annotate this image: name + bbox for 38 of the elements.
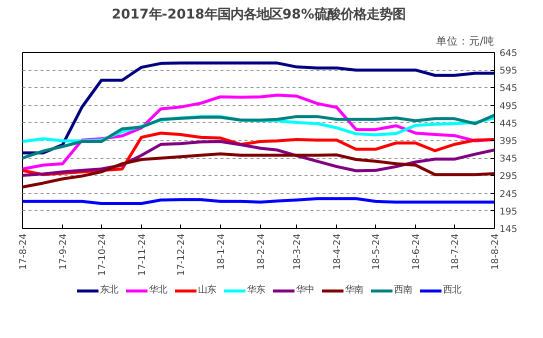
y-tick-label: 395 bbox=[500, 136, 518, 147]
text: 单位：元/吨 bbox=[436, 34, 495, 48]
line-series bbox=[22, 140, 494, 177]
y-tick-label: 345 bbox=[500, 154, 518, 165]
line-series bbox=[22, 62, 494, 154]
x-tick-label: 18-5-24 bbox=[371, 233, 382, 270]
legend-label: 华东 bbox=[247, 284, 266, 296]
x-tick-label: 18-3-24 bbox=[292, 233, 304, 270]
x-tick-label: 18-6-24 bbox=[411, 233, 422, 270]
x-tick-label: 17-12-24 bbox=[176, 233, 187, 276]
y-tick-label: 595 bbox=[500, 66, 518, 77]
legend-label: 西北 bbox=[443, 284, 462, 296]
x-tick-label: 18-1-24 bbox=[216, 233, 227, 270]
y-tick-label: 145 bbox=[500, 224, 518, 235]
x-tick-label: 17-8-24 bbox=[18, 233, 29, 270]
y-tick-label: 645 bbox=[500, 48, 518, 59]
chart-title: 2017年-2018年国内各地区98%硫酸价格走势图 bbox=[112, 6, 406, 22]
x-tick-label: 17-10-24 bbox=[96, 233, 108, 276]
y-tick-label: 445 bbox=[500, 118, 518, 130]
x-tick-label: 17-11-24 bbox=[136, 233, 148, 276]
y-tick-label: 295 bbox=[500, 171, 518, 182]
y-tick-label: 245 bbox=[500, 188, 518, 200]
line-series bbox=[22, 114, 494, 160]
legend-label: 西南 bbox=[394, 284, 414, 296]
legend-label: 山东 bbox=[198, 284, 217, 296]
legend-label: 华南 bbox=[345, 284, 364, 296]
y-tick-label: 545 bbox=[500, 83, 518, 94]
legend-label: 华北 bbox=[149, 284, 168, 296]
x-tick-label: 18-4-24 bbox=[332, 233, 344, 270]
legend-label: 东北 bbox=[100, 284, 120, 296]
legend-label: 华中 bbox=[296, 284, 315, 296]
line-series bbox=[22, 152, 494, 188]
y-tick-label: 495 bbox=[500, 100, 518, 112]
x-tick-label: 18-2-24 bbox=[256, 233, 267, 270]
x-tick-label: 18-8-24 bbox=[490, 233, 501, 270]
x-tick-label: 18-7-24 bbox=[450, 233, 461, 270]
y-tick-label: 195 bbox=[500, 206, 518, 218]
x-tick-label: 17-9-24 bbox=[58, 233, 70, 270]
